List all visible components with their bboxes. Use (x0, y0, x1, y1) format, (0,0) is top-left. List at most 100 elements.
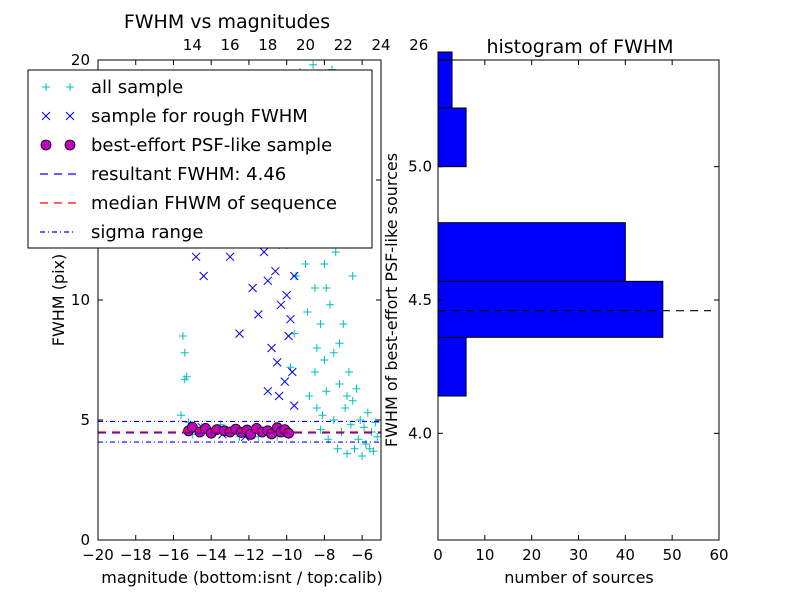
legend-box (27, 69, 373, 249)
data-point-x (263, 386, 273, 396)
x-tick-label: −18 (120, 546, 152, 564)
data-point-x (280, 377, 290, 386)
data-point-plus (180, 348, 189, 357)
data-point-plus (180, 375, 189, 384)
histogram-bar (437, 107, 467, 168)
data-point-plus (356, 416, 365, 424)
right-x-axis-label: number of sources (504, 568, 654, 587)
data-point-plus (361, 440, 370, 448)
data-point-plus (310, 368, 319, 376)
data-point-plus (177, 411, 186, 420)
data-point-x (263, 276, 273, 286)
legend-label: sigma range (91, 222, 203, 243)
y-tick-label: 4.0 (408, 424, 432, 442)
data-point-plus (350, 444, 359, 453)
top-tick-label: 16 (221, 36, 240, 54)
data-point-plus (369, 447, 378, 456)
histogram-bars-layer (437, 51, 664, 397)
left-scatter-panel: FWHM vs magnitudes −20 −18 −16 −14 −12 −10 −8−… (27, 11, 428, 587)
legend-entry: resultant FWHM: 4.46 (40, 164, 286, 185)
data-point-plus (358, 452, 367, 460)
legend-label: median FHWM of sequence (91, 193, 337, 214)
data-point-x (274, 391, 284, 401)
legend-entry: sample for rough FWHM (41, 106, 308, 127)
data-point-plus (292, 272, 301, 280)
left-x-ticks: −20 −18 −16 −14 −12 −10 −8 −6 (82, 60, 373, 564)
legend-entry: best-effort PSF-like sample (40, 135, 332, 156)
data-point-plus (305, 392, 314, 400)
legend-label: resultant FWHM: 4.46 (91, 164, 286, 185)
data-point-plus (329, 416, 338, 424)
x-tick-label: 0 (433, 546, 443, 564)
legend-swatch-marker (40, 139, 52, 151)
left-y-axis-label: FWHM (pix) (49, 254, 68, 347)
data-point-x (235, 329, 244, 338)
data-point-plus (346, 420, 355, 429)
top-tick-label: 20 (296, 36, 315, 54)
data-point-plus (371, 418, 380, 427)
data-point-plus (301, 260, 310, 268)
y-tick-label: 0 (80, 531, 90, 549)
data-point-circle (186, 421, 198, 433)
x-tick-label: −6 (351, 546, 373, 564)
data-point-x (276, 300, 286, 310)
data-point-plus (339, 320, 348, 328)
right-y-axis-label: FWHM of best-effort PSF-like sources (382, 153, 401, 447)
series-x-group (191, 223, 299, 442)
data-point-x (289, 401, 299, 410)
y-tick-label: 4.5 (408, 291, 432, 309)
data-point-plus (341, 404, 350, 412)
left-top-ticks: 14 16 18 20 22 24 26 (183, 36, 428, 54)
data-point-x (286, 314, 295, 324)
data-point-plus (344, 368, 353, 376)
y-tick-label: 20 (71, 51, 90, 69)
right-y-ticks: 4.0 4.5 5.0 (408, 158, 719, 442)
data-point-x (282, 290, 292, 300)
x-tick-label: −16 (158, 546, 190, 564)
data-point-plus (335, 380, 344, 388)
data-point-plus (318, 411, 327, 420)
x-tick-label: 20 (522, 546, 541, 564)
legend-label: sample for rough FWHM (91, 106, 308, 127)
legend-swatch-marker (65, 111, 75, 121)
data-point-x (289, 271, 299, 281)
x-tick-label: 60 (709, 546, 728, 564)
reference-lines-layer (98, 420, 381, 443)
legend-label: best-effort PSF-like sample (91, 135, 332, 156)
data-point-plus (322, 387, 331, 396)
data-point-plus (335, 339, 344, 348)
data-point-plus (178, 332, 187, 340)
top-tick-label: 14 (183, 36, 202, 54)
top-tick-label: 18 (258, 36, 277, 54)
data-point-plus (348, 396, 357, 405)
data-point-plus (316, 320, 325, 328)
data-point-plus (373, 432, 382, 441)
data-point-x (254, 310, 263, 319)
left-x-axis-label: magnitude (bottom:isnt / top:calib) (101, 568, 382, 587)
data-point-plus (303, 308, 312, 316)
data-point-plus (316, 425, 325, 434)
x-tick-label: −10 (271, 546, 303, 564)
x-tick-label: 50 (663, 546, 682, 564)
data-point-plus (331, 248, 340, 256)
right-x-ticks: 0 10 20 30 40 50 60 (433, 60, 729, 564)
data-point-plus (329, 348, 338, 357)
histogram-bar (437, 336, 467, 397)
legend-swatch-marker (64, 139, 76, 151)
histogram-bar (437, 222, 626, 282)
data-point-plus (312, 404, 321, 412)
data-point-plus (320, 356, 329, 364)
top-tick-label: 24 (371, 36, 390, 54)
legend: all sample sample for rough FWHM best-effo… (27, 69, 373, 249)
legend-entry: sigma range (40, 222, 203, 243)
data-point-plus (348, 272, 357, 280)
legend-entry: median FHWM of sequence (40, 193, 337, 214)
x-tick-label: 40 (616, 546, 635, 564)
data-point-plus (322, 284, 331, 292)
right-histogram-panel: histogram of FWHM 0 10 20 30 40 50 60 4.0 4.5 5.… (382, 36, 729, 587)
data-point-plus (310, 284, 319, 292)
data-point-x (272, 358, 282, 367)
data-point-plus (312, 344, 321, 352)
data-point-x (287, 367, 297, 377)
